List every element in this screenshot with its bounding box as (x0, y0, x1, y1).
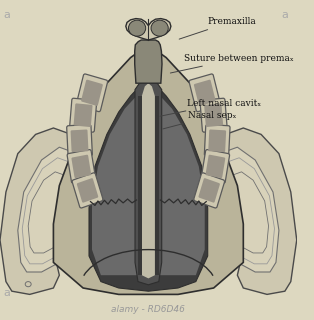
Polygon shape (157, 93, 205, 275)
FancyBboxPatch shape (201, 149, 230, 183)
Polygon shape (126, 19, 171, 40)
FancyBboxPatch shape (194, 80, 216, 106)
FancyBboxPatch shape (198, 178, 220, 203)
Text: a: a (3, 288, 10, 298)
Polygon shape (155, 96, 159, 275)
FancyBboxPatch shape (72, 155, 91, 178)
Polygon shape (89, 83, 208, 291)
FancyBboxPatch shape (72, 173, 103, 208)
FancyBboxPatch shape (69, 98, 97, 132)
Polygon shape (138, 96, 142, 275)
FancyBboxPatch shape (204, 103, 223, 127)
Text: Premaxilla: Premaxilla (179, 17, 257, 39)
Ellipse shape (128, 20, 146, 36)
FancyBboxPatch shape (208, 130, 226, 152)
Polygon shape (135, 79, 162, 285)
FancyBboxPatch shape (206, 155, 225, 178)
Polygon shape (211, 147, 279, 272)
FancyBboxPatch shape (77, 178, 98, 203)
Polygon shape (0, 128, 95, 294)
FancyBboxPatch shape (204, 124, 230, 157)
Polygon shape (202, 128, 297, 294)
Polygon shape (135, 40, 162, 83)
FancyBboxPatch shape (67, 149, 95, 183)
Text: a: a (3, 10, 10, 20)
FancyBboxPatch shape (71, 130, 89, 152)
FancyBboxPatch shape (74, 103, 93, 127)
Ellipse shape (151, 20, 168, 36)
Text: alamy - RD6D46: alamy - RD6D46 (111, 305, 185, 314)
Text: Nasal sepₓ: Nasal sepₓ (163, 111, 237, 129)
FancyBboxPatch shape (200, 98, 227, 132)
FancyBboxPatch shape (67, 124, 92, 157)
Polygon shape (142, 83, 155, 278)
Text: a: a (281, 10, 288, 20)
FancyBboxPatch shape (81, 80, 103, 106)
FancyBboxPatch shape (194, 173, 225, 208)
Polygon shape (92, 93, 139, 275)
FancyBboxPatch shape (76, 74, 108, 112)
Polygon shape (18, 147, 86, 272)
Polygon shape (53, 48, 243, 294)
Text: Suture between premaₓ: Suture between premaₓ (171, 54, 294, 73)
FancyBboxPatch shape (189, 74, 220, 112)
Text: Left nasal cavitₓ: Left nasal cavitₓ (160, 99, 261, 116)
